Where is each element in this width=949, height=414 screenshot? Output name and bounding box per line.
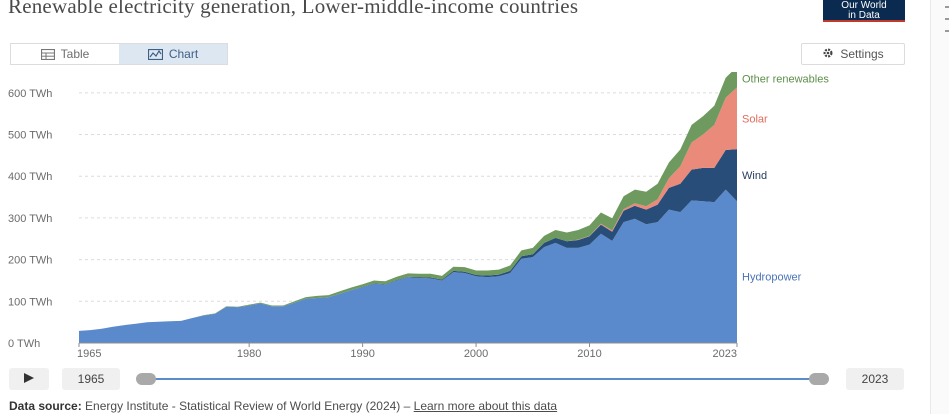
y-tick-label: 100 TWh	[8, 296, 52, 308]
tab-chart[interactable]: Chart	[119, 44, 227, 64]
side-mark	[945, 18, 949, 20]
y-tick-label: 200 TWh	[8, 255, 52, 267]
tab-table[interactable]: Table	[11, 44, 119, 64]
timeline-start-year[interactable]: 1965	[62, 368, 120, 390]
series-label-other-renewables: Other renewables	[742, 74, 829, 86]
settings-button[interactable]: Settings	[801, 43, 905, 65]
table-icon	[40, 48, 55, 60]
side-panel-edge	[930, 0, 949, 414]
source-prefix: Data source:	[9, 399, 82, 413]
logo-line1: Our World	[841, 0, 887, 11]
tab-chart-label: Chart	[168, 47, 199, 61]
gear-icon	[822, 47, 834, 62]
source-text: Energy Institute - Statistical Review of…	[85, 399, 411, 413]
y-tick-label: 600 TWh	[8, 88, 52, 100]
side-mark	[945, 30, 949, 32]
y-tick-label: 500 TWh	[8, 130, 52, 142]
timeline-end-handle[interactable]	[809, 373, 829, 385]
timeline-track[interactable]	[146, 378, 820, 380]
view-tabs: Table Chart	[10, 43, 228, 65]
y-tick-label: 400 TWh	[8, 171, 52, 183]
x-tick-label: 1980	[237, 348, 261, 360]
y-tick-label: 300 TWh	[8, 213, 52, 225]
tab-table-label: Table	[60, 47, 90, 61]
x-tick-label: 2010	[577, 348, 601, 360]
logo-line2: in Data	[848, 10, 880, 21]
series-label-wind: Wind	[742, 170, 767, 182]
timeline-start-handle[interactable]	[136, 373, 156, 385]
data-source: Data source: Energy Institute - Statisti…	[9, 399, 557, 413]
page-title: Renewable electricity generation, Lower-…	[8, 0, 579, 18]
chart-icon	[147, 48, 163, 60]
play-icon	[23, 370, 35, 388]
series-label-solar: Solar	[742, 113, 768, 125]
side-mark	[945, 6, 949, 8]
x-tick-label: 1990	[350, 348, 374, 360]
play-button[interactable]	[9, 368, 49, 390]
x-tick-label: 2023	[713, 348, 737, 360]
timeline-end-year[interactable]: 2023	[846, 368, 904, 390]
y-tick-label: 0 TWh	[8, 338, 40, 350]
x-tick-label: 2000	[464, 348, 488, 360]
series-label-hydropower: Hydropower	[742, 271, 802, 283]
owid-logo[interactable]: Our World in Data	[823, 0, 905, 22]
learn-more-link[interactable]: Learn more about this data	[413, 399, 558, 413]
settings-label: Settings	[840, 47, 884, 61]
area-chart: 0 TWh 100 TWh 200 TWh 300 TWh 400 TWh 500 TWh…	[8, 72, 829, 360]
area-hydropower	[79, 189, 737, 343]
timeline-control: 1965 2023	[0, 368, 930, 392]
x-tick-label: 1965	[77, 348, 101, 360]
